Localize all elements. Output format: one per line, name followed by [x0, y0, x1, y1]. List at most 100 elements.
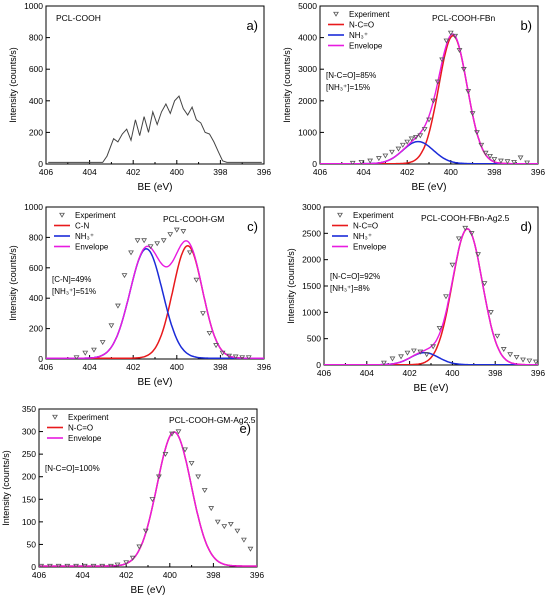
legend-label: N-C=O	[68, 424, 93, 433]
experiment-point	[410, 348, 417, 354]
experiment-point	[436, 325, 443, 331]
x-tick-label: 398	[487, 167, 501, 177]
experiment-point	[114, 562, 121, 567]
x-tick-label: 398	[488, 368, 502, 378]
experiment-point	[99, 340, 106, 346]
y-tick-label: 1500	[302, 281, 321, 291]
x-axis-label: BE (eV)	[137, 377, 172, 388]
experiment-point	[434, 79, 441, 85]
experiment-point	[64, 563, 71, 567]
x-tick-label: 406	[39, 362, 53, 372]
plot-frame	[45, 5, 265, 165]
x-axis-label: BE (eV)	[413, 383, 448, 394]
legend-label: Envelope	[68, 434, 102, 443]
y-axis-label: Intensity (counts/s)	[8, 245, 18, 321]
y-tick-label: 500	[307, 334, 321, 344]
experiment-point	[200, 311, 206, 317]
experiment-point	[456, 48, 463, 54]
x-tick-label: 406	[39, 167, 53, 177]
experiment-point	[452, 33, 459, 39]
experiment-point	[375, 156, 382, 162]
y-tick-label: 300	[22, 427, 36, 437]
experiment-point	[430, 344, 437, 350]
legend-label: Experiment	[349, 10, 390, 19]
experiment-point	[399, 142, 406, 148]
plot-frame	[38, 408, 258, 568]
experiment-point	[47, 563, 53, 567]
experiment-point	[481, 281, 488, 287]
experiment-point	[221, 524, 228, 530]
legend-label: C-N	[75, 222, 89, 231]
experiment-point	[468, 231, 475, 237]
experiment-point	[498, 158, 504, 164]
n-c-o-curve	[320, 34, 538, 164]
experiment-point	[487, 153, 493, 159]
experiment-point	[134, 238, 141, 244]
experiment-point	[504, 159, 511, 164]
experiment-point	[349, 160, 356, 164]
experiment-point	[465, 89, 472, 95]
experiment-point	[55, 563, 62, 567]
experiment-point	[417, 349, 424, 355]
experiment-point	[193, 277, 200, 283]
x-tick-label: 400	[445, 368, 459, 378]
experiment-point	[367, 158, 374, 164]
sample-name: PCL-COOH	[56, 13, 101, 23]
experiment-point	[167, 232, 174, 238]
legend-label: N-C=O	[349, 21, 374, 30]
experiment-point	[175, 429, 182, 435]
experiment-point	[389, 149, 395, 155]
y-tick-label: 2000	[302, 255, 321, 265]
experiment-point	[513, 354, 520, 360]
y-tick-label: 3000	[298, 64, 317, 74]
experiment-point	[123, 560, 130, 566]
y-tick-label: 2500	[302, 228, 321, 238]
experiment-point	[91, 347, 97, 353]
legend-label: Envelope	[75, 243, 109, 252]
experiment-point	[491, 157, 498, 163]
sample-name: PCL-COOH-GM-Ag2.5	[169, 415, 256, 425]
panel-d: 406 404 402 400 398 396 0 500 1000 1500 2000 2500 30…	[286, 202, 545, 394]
y-tick-label: 400	[29, 293, 43, 303]
experiment-point	[214, 519, 221, 525]
experiment-point	[206, 330, 213, 336]
sample-name: PCL-COOH-GM	[163, 214, 224, 224]
experiment-point	[520, 357, 526, 363]
experiment-point	[482, 150, 489, 156]
x-tick-label: 400	[170, 167, 184, 177]
experiment-point	[488, 310, 494, 316]
x-tick-label: 402	[126, 362, 140, 372]
legend-label: NH₃⁺	[75, 232, 94, 241]
experiment-point	[417, 133, 424, 139]
y-tick-label: 200	[29, 324, 43, 334]
experiment-point	[81, 563, 88, 567]
experiment-point	[500, 347, 507, 352]
series-group	[46, 227, 264, 359]
x-tick-label: 402	[400, 167, 414, 177]
n-c-o-curve	[39, 431, 257, 567]
experiment-point	[439, 57, 445, 63]
experiment-point	[413, 134, 419, 140]
y-tick-label: 3000	[302, 202, 321, 212]
composition-label: [NH₃⁺]=51%	[52, 287, 96, 296]
legend-label: NH₃⁺	[349, 31, 368, 40]
composition-label: [NH₃⁺]=8%	[330, 284, 370, 293]
experiment-point	[475, 252, 481, 258]
experiment-point	[128, 250, 134, 256]
legend-label: Experiment	[68, 413, 109, 422]
legend-label: NH₃⁺	[353, 232, 372, 241]
y-tick-label: 600	[29, 263, 43, 273]
experiment-point	[421, 127, 428, 133]
panel-e: 406 404 402 400 398 396 0 50 100 150 200 250 300 350 B…	[1, 404, 264, 596]
panel-letter: c)	[247, 219, 258, 234]
experiment-point	[201, 488, 208, 494]
x-tick-label: 402	[126, 167, 140, 177]
y-tick-label: 4000	[298, 33, 317, 43]
x-tick-label: 400	[163, 570, 177, 580]
x-tick-label: 404	[83, 362, 97, 372]
experiment-point	[73, 355, 80, 359]
x-tick-label: 406	[313, 167, 327, 177]
experiment-point	[115, 303, 121, 309]
experiment-point	[469, 111, 476, 117]
x-tick-label: 402	[403, 368, 417, 378]
